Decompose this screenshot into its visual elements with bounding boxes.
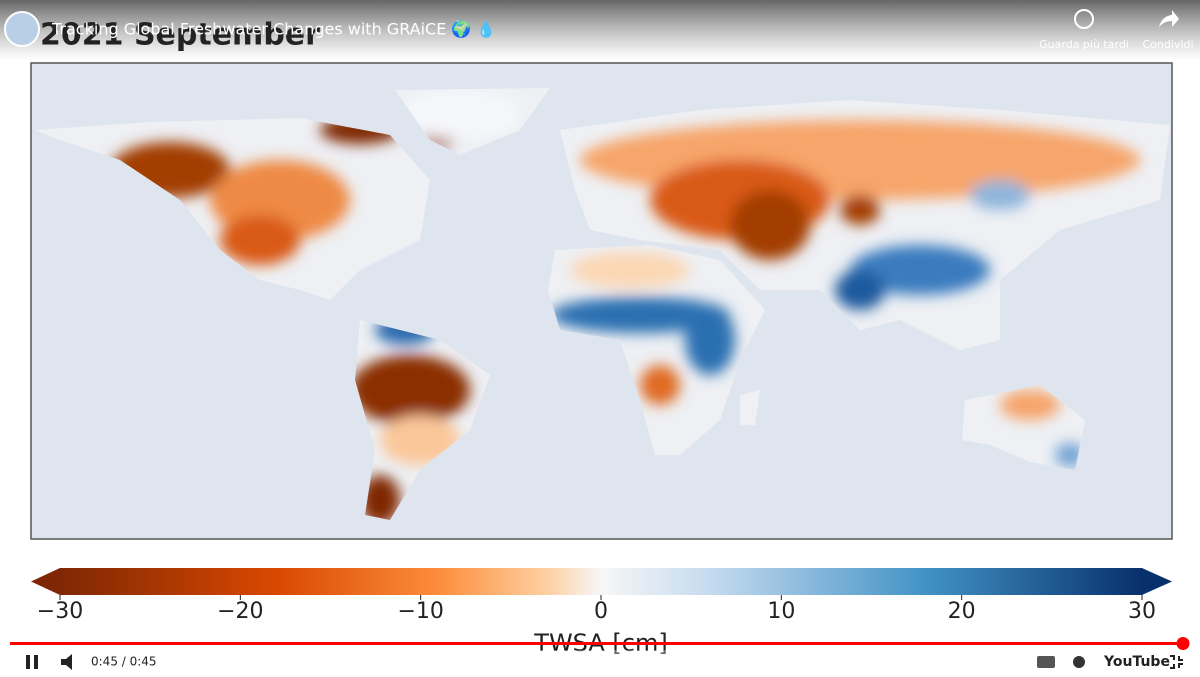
top-shade: [0, 0, 1200, 60]
channel-avatar[interactable]: [4, 11, 40, 47]
colorbar: [31, 568, 1172, 595]
progress-handle[interactable]: [1176, 637, 1190, 650]
pause-button-bar[interactable]: [34, 655, 38, 669]
progress-bar[interactable]: [10, 642, 1183, 645]
colorbar-tick-label: 0: [594, 599, 608, 624]
pause-button[interactable]: [26, 655, 30, 669]
colorbar-tick-label: 20: [948, 599, 976, 624]
colorbar-tick-label: −30: [37, 599, 83, 624]
control-bar: [0, 650, 1200, 673]
time-display: 0:45 / 0:45: [91, 655, 157, 669]
colorbar-tick-label: 30: [1128, 599, 1156, 624]
colorbar-extend-high: [1142, 568, 1172, 595]
video-title[interactable]: Tracking Global Freshwater Changes with …: [51, 20, 496, 39]
youtube-logo[interactable]: YouTube: [1103, 654, 1170, 670]
fullscreen-exit-button[interactable]: [1170, 655, 1183, 669]
colorbar-extend-low: [31, 568, 60, 595]
map-title: 2021 September: [40, 18, 320, 53]
colorbar-gradient: [60, 568, 1142, 595]
subtitles-button[interactable]: [1037, 656, 1055, 668]
share-label[interactable]: Condividi: [1142, 38, 1193, 51]
volume-button[interactable]: [61, 654, 72, 670]
watch-later-icon[interactable]: [1074, 9, 1094, 29]
colorbar-tick-label: 10: [767, 599, 795, 624]
colorbar-tick-label: −10: [397, 599, 443, 624]
watch-later-label[interactable]: Guarda più tardi: [1039, 38, 1129, 51]
settings-button[interactable]: [1073, 656, 1085, 668]
share-icon[interactable]: [1159, 10, 1179, 27]
colorbar-tick-label: −20: [217, 599, 263, 624]
